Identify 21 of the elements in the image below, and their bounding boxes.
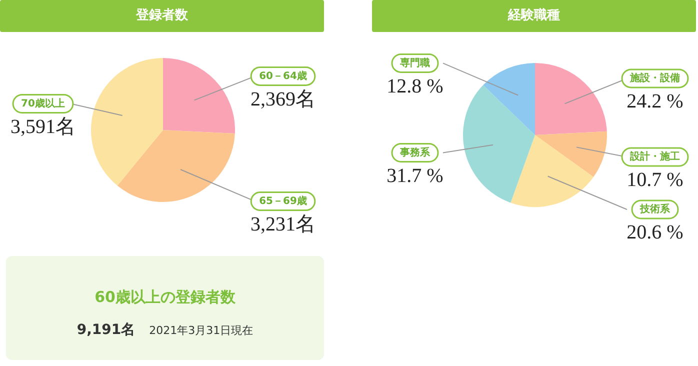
data-label: 12.8 %	[386, 75, 444, 98]
text: 9,191名	[76, 322, 136, 338]
data-label: 3,231名	[250, 214, 316, 236]
data-label: 31.7 %	[386, 164, 444, 187]
data-label: 20.6 %	[626, 222, 684, 244]
slice-label: 60－64歳	[259, 70, 307, 82]
data-label: 10.7 %	[626, 169, 684, 192]
slice-label: 事務系	[399, 146, 431, 158]
slice-label: 設計・施工	[629, 150, 680, 163]
slice-label: 技術系	[639, 203, 671, 216]
slice-label: 専門職	[399, 56, 430, 69]
text: 60歳以上の登録者数	[94, 288, 236, 307]
slice-label: 70歳以上	[21, 97, 65, 110]
data-label: 3,591名	[10, 116, 76, 138]
text: 2021年3月31日現在	[149, 324, 254, 337]
data-label: 2,369名	[250, 88, 316, 110]
data-label: 24.2 %	[626, 90, 684, 113]
slice-label: 65－69歳	[259, 194, 307, 207]
chart-title: 登録者数	[0, 0, 324, 32]
chart-title: 経験職種	[372, 0, 696, 32]
slice-label: 施設・設備	[629, 72, 680, 84]
